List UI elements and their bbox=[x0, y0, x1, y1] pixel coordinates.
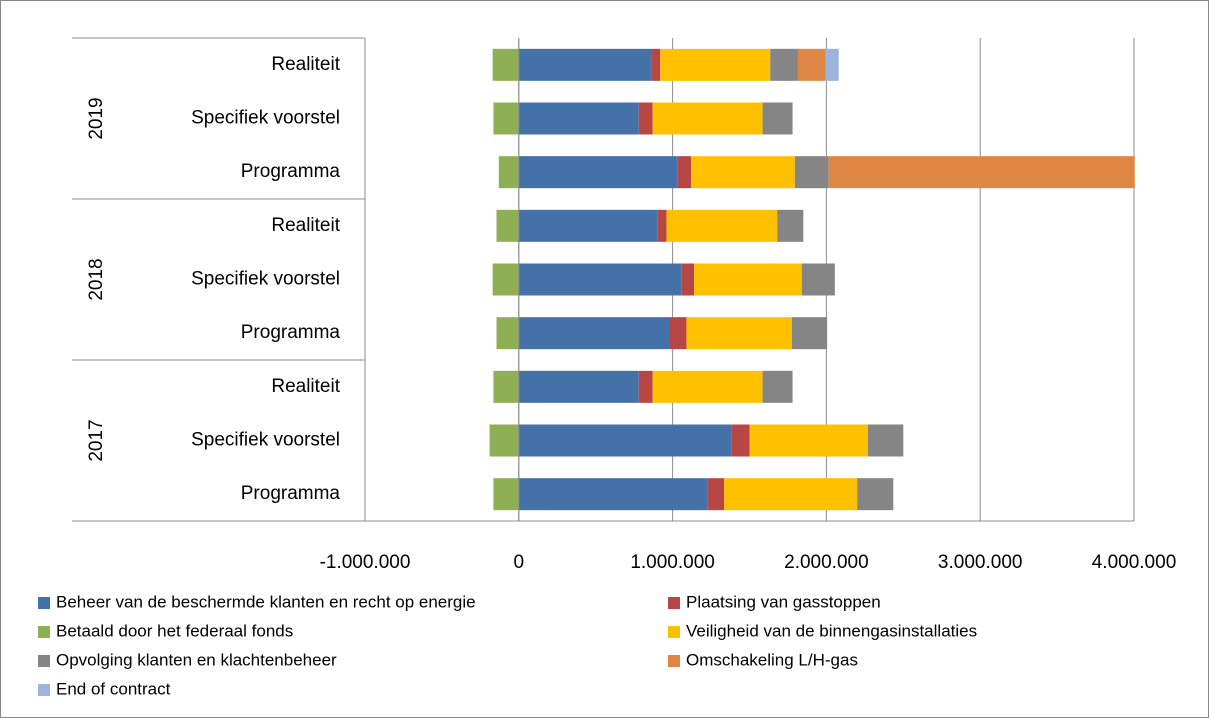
x-tick-label: 4.000.000 bbox=[1092, 552, 1177, 573]
bar-segment bbox=[518, 263, 682, 296]
legend-label: Veiligheid van de binnengasinstallaties bbox=[686, 621, 977, 640]
legend-label: End of contract bbox=[56, 679, 171, 698]
bar-segment bbox=[707, 478, 725, 511]
bar-segment bbox=[492, 48, 519, 81]
bar-segment bbox=[652, 102, 763, 135]
bar-segment bbox=[801, 263, 835, 296]
bar-segment bbox=[518, 424, 732, 457]
legend-swatch bbox=[668, 597, 680, 609]
y-tick-label: Realiteit bbox=[271, 54, 340, 75]
bar-segment bbox=[828, 156, 1135, 189]
bar-segment bbox=[492, 263, 519, 296]
bar-segment bbox=[638, 370, 653, 403]
x-tick-label: 0 bbox=[514, 552, 525, 573]
y-tick-label: Programma bbox=[241, 322, 341, 343]
bar-segment bbox=[518, 478, 708, 511]
bar-segment bbox=[518, 48, 652, 81]
bar-segment bbox=[518, 370, 639, 403]
bar-segment bbox=[657, 209, 667, 242]
bar-segment bbox=[857, 478, 894, 511]
legend-swatch bbox=[668, 626, 680, 638]
bar-segment bbox=[791, 317, 828, 350]
bar-segment bbox=[686, 317, 792, 350]
bar-segment bbox=[694, 263, 802, 296]
bar-segment bbox=[724, 478, 858, 511]
bar-segment bbox=[867, 424, 904, 457]
legend-label: Opvolging klanten en klachtenbeheer bbox=[56, 650, 337, 669]
legend-swatch bbox=[668, 655, 680, 667]
bar-segment bbox=[677, 156, 692, 189]
bar-segment bbox=[496, 317, 519, 350]
x-tick-label: 2.000.000 bbox=[784, 552, 869, 573]
group-label: 2018 bbox=[86, 258, 107, 300]
bar-segment bbox=[493, 478, 519, 511]
bar-segment bbox=[797, 48, 826, 81]
bar-segment bbox=[651, 48, 661, 81]
bar-segment bbox=[518, 209, 658, 242]
y-tick-label: Programma bbox=[241, 483, 341, 504]
legend-swatch bbox=[38, 626, 50, 638]
bar-segment bbox=[652, 370, 763, 403]
legend-label: Betaald door het federaal fonds bbox=[56, 621, 293, 640]
bar-segment bbox=[794, 156, 829, 189]
bar-segment bbox=[770, 48, 798, 81]
legend-swatch bbox=[38, 684, 50, 696]
bar-segment bbox=[681, 263, 695, 296]
bar-segment bbox=[489, 424, 519, 457]
x-tick-label: 1.000.000 bbox=[630, 552, 715, 573]
legend-label: Plaatsing van gasstoppen bbox=[686, 592, 881, 611]
y-tick-label: Specifiek voorstel bbox=[191, 430, 340, 451]
bar-segment bbox=[825, 48, 839, 81]
bar-segment bbox=[666, 209, 778, 242]
bar-segment bbox=[638, 102, 653, 135]
bar-segment bbox=[762, 370, 793, 403]
group-label: 2019 bbox=[86, 97, 107, 139]
bar-segment bbox=[498, 156, 519, 189]
group-label: 2017 bbox=[86, 419, 107, 461]
y-tick-label: Realiteit bbox=[271, 376, 340, 397]
x-tick-label: -1.000.000 bbox=[320, 552, 411, 573]
bar-segment bbox=[749, 424, 868, 457]
legend-label: Beheer van de beschermde klanten en rech… bbox=[56, 592, 476, 611]
bar-segment bbox=[731, 424, 750, 457]
bar-segment bbox=[496, 209, 519, 242]
legend-swatch bbox=[38, 597, 50, 609]
y-tick-label: Programma bbox=[241, 161, 341, 182]
bar-segment bbox=[762, 102, 793, 135]
bar-segment bbox=[518, 102, 639, 135]
bar-segment bbox=[669, 317, 687, 350]
bar-segment bbox=[660, 48, 771, 81]
legend-swatch bbox=[38, 655, 50, 667]
bar-segment bbox=[518, 317, 670, 350]
y-tick-label: Specifiek voorstel bbox=[191, 269, 340, 290]
y-tick-label: Realiteit bbox=[271, 215, 340, 236]
x-tick-label: 3.000.000 bbox=[938, 552, 1023, 573]
y-tick-label: Specifiek voorstel bbox=[191, 108, 340, 129]
legend-label: Omschakeling L/H-gas bbox=[686, 650, 858, 669]
bar-segment bbox=[777, 209, 804, 242]
bar-segment bbox=[493, 370, 519, 403]
bar-segment bbox=[518, 156, 678, 189]
bar-segment bbox=[493, 102, 519, 135]
bar-segment bbox=[691, 156, 795, 189]
